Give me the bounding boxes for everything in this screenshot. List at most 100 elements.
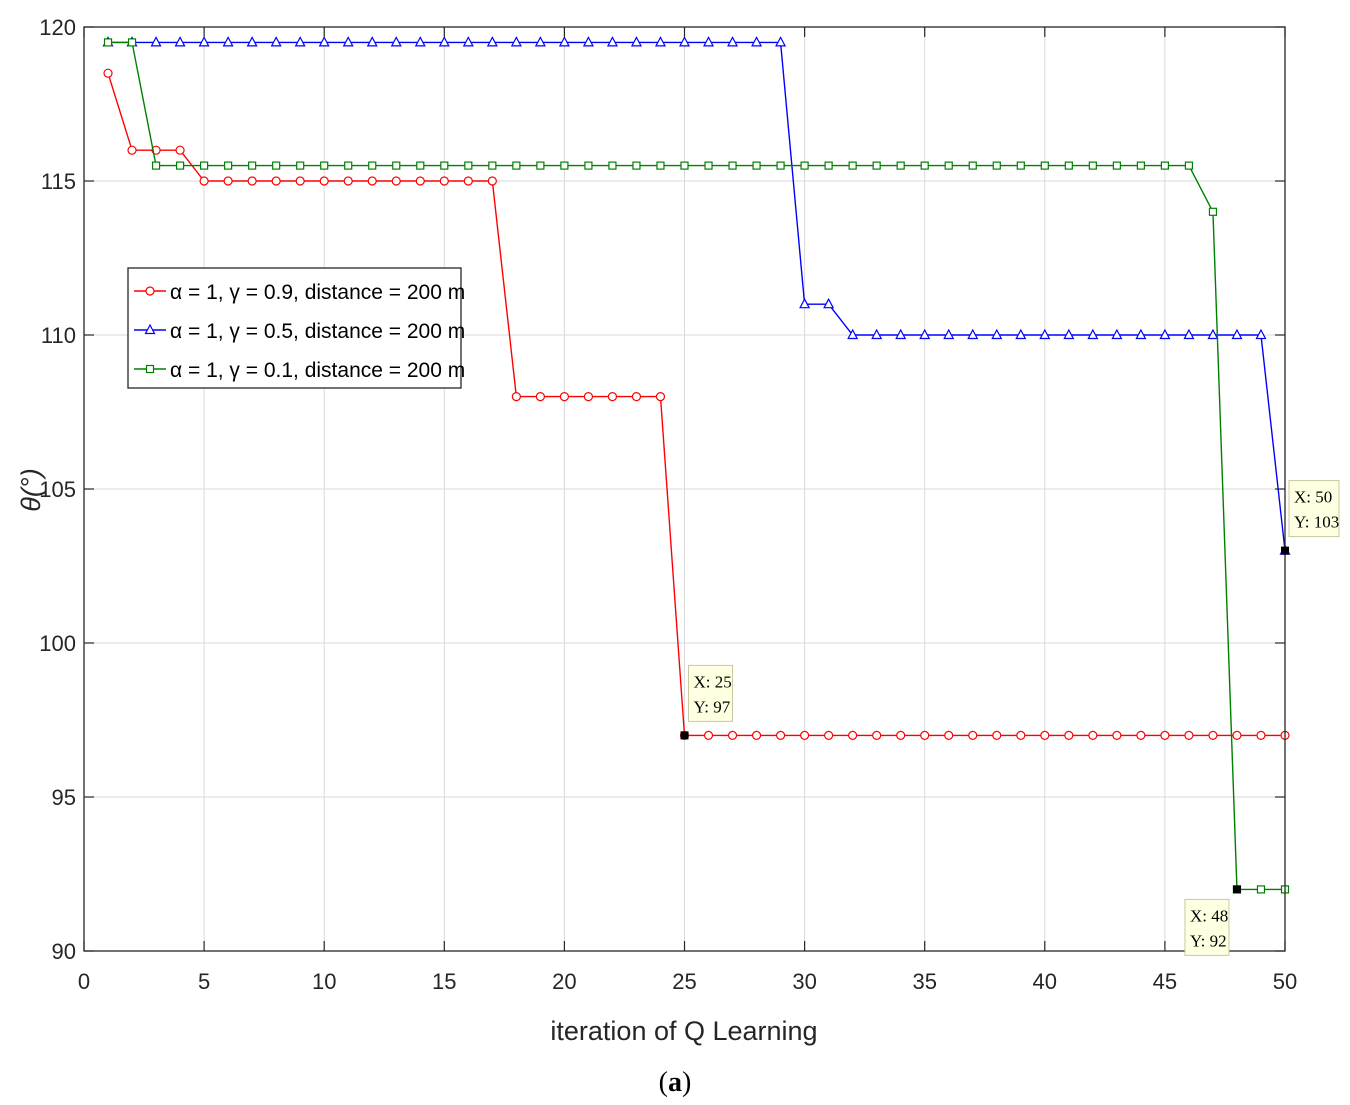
data-point: [463, 176, 473, 186]
data-point: [416, 161, 425, 170]
data-point: [582, 36, 594, 47]
data-point: [1040, 730, 1050, 741]
datatip-marker: [680, 731, 689, 740]
data-point: [103, 68, 113, 78]
y-tick-label: 115: [41, 169, 76, 194]
data-point: [296, 161, 305, 170]
legend-box: [127, 267, 462, 389]
data-point: [1016, 161, 1025, 170]
data-point: [1255, 328, 1267, 340]
y-tick-label: 120: [39, 15, 76, 40]
legend-item-3: α = 1, γ = 0.1, distance = 200 m: [134, 359, 465, 382]
series-line: [108, 41, 1286, 551]
data-point: [967, 328, 979, 340]
data-point: [272, 161, 281, 170]
data-point: [486, 36, 498, 47]
y-tick-label: 105: [39, 477, 76, 502]
legend: α = 1, γ = 0.9, distance = 200 m α = 1, γ…: [127, 267, 465, 389]
x-tick-label: 15: [432, 969, 456, 994]
datatip-marker: [1232, 885, 1241, 894]
data-point: [1160, 730, 1170, 741]
data-point: [199, 176, 209, 186]
data-point: [1183, 328, 1195, 340]
data-point: [344, 161, 353, 170]
data-point: [1016, 730, 1026, 741]
data-point: [871, 328, 883, 340]
data-point: [343, 176, 353, 186]
data-point: [728, 161, 737, 170]
data-point: [294, 36, 306, 47]
data-point: [1112, 730, 1122, 741]
data-point: [824, 730, 834, 741]
data-point: [848, 161, 857, 170]
data-point: [559, 392, 570, 402]
data-point: [1207, 328, 1219, 340]
data-point: [776, 161, 785, 170]
data-point: [872, 730, 882, 741]
data-point: [920, 730, 930, 741]
legend-label: α = 1, γ = 0.9, distance = 200 m: [170, 281, 465, 304]
data-point: [824, 161, 833, 170]
legend-item-2: α = 1, γ = 0.5, distance = 200 m: [134, 320, 465, 343]
data-point: [823, 297, 835, 309]
data-point: [510, 36, 522, 47]
data-point: [536, 161, 545, 170]
data-point: [606, 36, 618, 47]
data-point: [246, 36, 258, 47]
x-tick-label: 20: [552, 969, 576, 994]
data-point: [558, 36, 570, 47]
y-axis-title: θ(°): [16, 468, 46, 511]
data-point: [560, 161, 569, 170]
data-point: [390, 36, 402, 47]
data-point: [224, 161, 233, 170]
data-point: [654, 36, 666, 47]
data-point: [1184, 730, 1194, 741]
data-point: [1160, 161, 1170, 170]
data-point: [727, 730, 738, 741]
data-point: [103, 38, 113, 47]
x-tick-label: 50: [1273, 969, 1297, 994]
data-point: [462, 36, 474, 47]
data-point: [1136, 730, 1146, 741]
datatip: X: 48 Y: 92: [1184, 885, 1241, 956]
data-point: [511, 392, 521, 402]
data-point: [727, 36, 739, 47]
legend-marker: [145, 286, 155, 296]
x-axis-title: iteration of Q Learning: [550, 1016, 817, 1046]
data-point: [944, 161, 953, 170]
data-point: [1088, 730, 1098, 741]
x-tick-label: 45: [1153, 969, 1177, 994]
series-layer: [102, 36, 1291, 894]
data-point: [175, 161, 185, 170]
x-tick-label: 10: [312, 969, 336, 994]
series-3: [103, 38, 1290, 894]
data-point: [270, 36, 282, 47]
x-tick-label: 5: [198, 969, 210, 994]
data-point: [775, 36, 787, 47]
y-axis-title-text: θ(°): [16, 468, 46, 511]
data-point: [295, 176, 305, 186]
data-point: [1256, 730, 1266, 741]
data-point: [1039, 328, 1051, 340]
data-point: [1064, 730, 1074, 741]
datatip-x-label: X: 50: [1294, 488, 1332, 507]
caption-close: ): [682, 1067, 691, 1098]
datatip-x-label: X: 48: [1190, 906, 1228, 925]
data-point: [512, 161, 521, 170]
datatip-marker: [1281, 546, 1289, 555]
caption-letter: a: [668, 1067, 682, 1098]
data-point: [968, 161, 977, 170]
data-point: [488, 161, 497, 170]
data-point: [1231, 328, 1243, 340]
series-1: [103, 68, 1290, 741]
data-point: [368, 161, 377, 170]
data-point: [1232, 730, 1242, 741]
data-point: [703, 730, 714, 741]
data-point: [248, 161, 257, 170]
data-point: [1015, 328, 1027, 340]
data-point: [271, 176, 281, 186]
data-point: [342, 36, 354, 47]
data-point: [583, 392, 594, 402]
data-point: [487, 176, 497, 186]
data-point: [151, 161, 161, 170]
